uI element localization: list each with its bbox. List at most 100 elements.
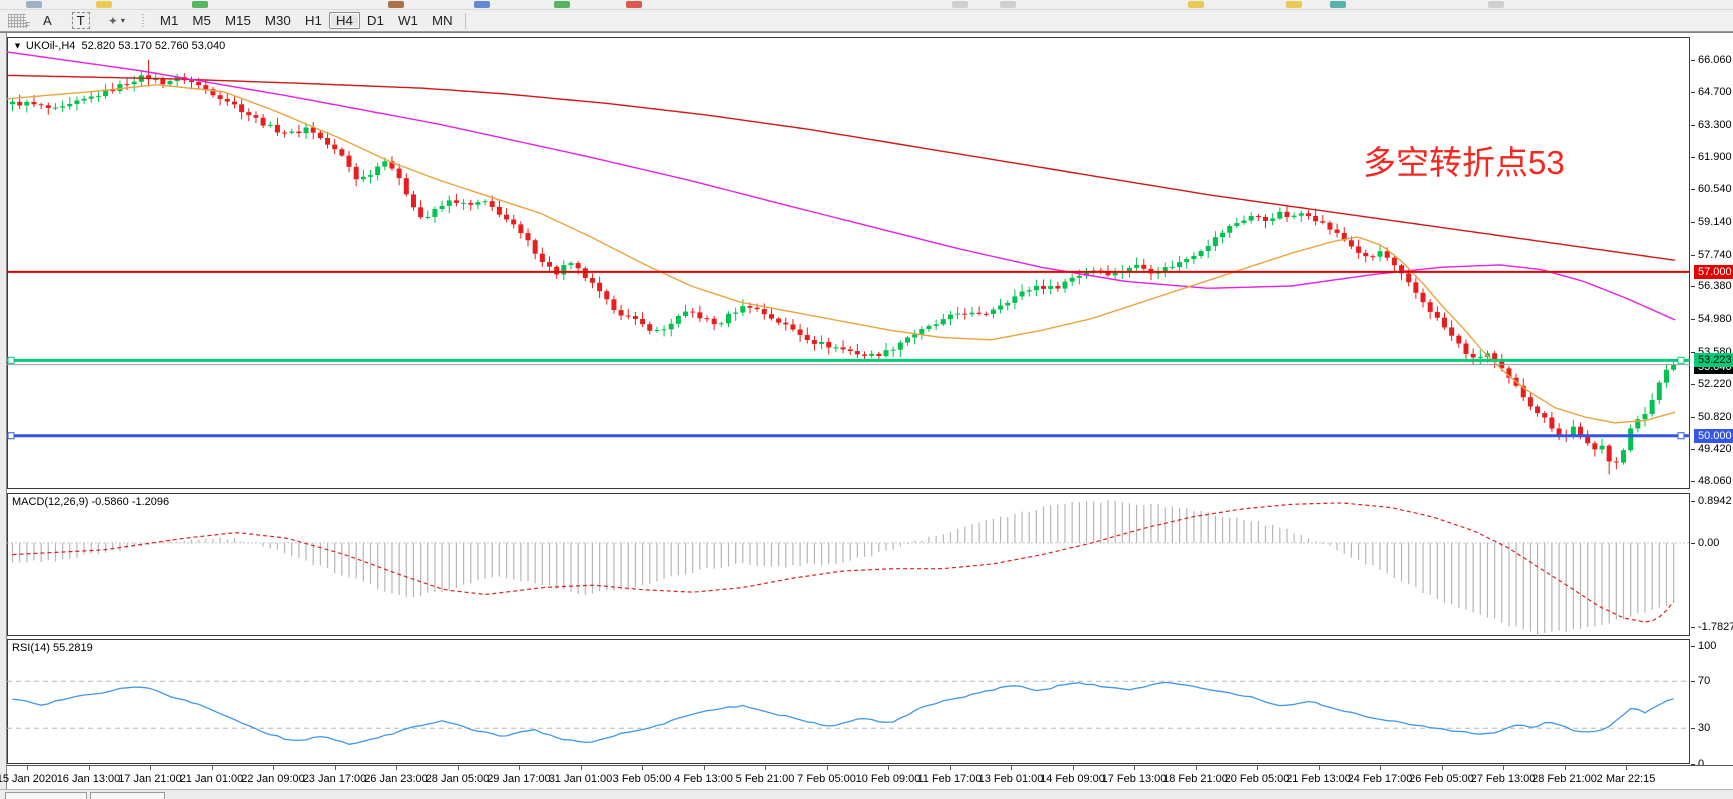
time-tick-label: 18 Feb 21:00 [1163, 773, 1228, 785]
toolbar-icon-cut[interactable] [96, 1, 112, 8]
timeframe-button-m15[interactable]: M15 [217, 12, 258, 29]
macd-tick [1691, 542, 1695, 544]
time-tick [211, 766, 213, 770]
price-tick [1691, 286, 1695, 288]
timeframe-button-mn[interactable]: MN [424, 12, 460, 29]
time-tick [519, 766, 520, 770]
crosshair-grid-icon[interactable]: F [8, 13, 30, 30]
toolbar-icon-cut[interactable] [554, 1, 570, 8]
price-tick-label: 64.700 [1698, 85, 1732, 98]
rsi-tick-label: 70 [1698, 675, 1711, 688]
toolbar-drag-handle[interactable] [141, 13, 147, 28]
arrows-shapes-icon: ✦ [107, 13, 118, 28]
bottom-tabs-cut [0, 789, 1733, 799]
price-tick [1691, 59, 1695, 61]
time-tick [1257, 766, 1258, 770]
price-tick [1691, 157, 1695, 159]
rsi-tick [1691, 763, 1695, 765]
timeframe-button-h1[interactable]: H1 [297, 12, 329, 29]
toolbar-icon-cut[interactable] [1000, 1, 1016, 8]
price-tick-label: 63.300 [1698, 118, 1732, 131]
time-tick-label: 4 Feb 13:00 [674, 773, 733, 785]
time-tick-label: 17 Feb 13:00 [1101, 773, 1167, 785]
toolbar-icon-cut[interactable] [474, 1, 490, 8]
ma-mid-magenta[interactable] [7, 51, 1676, 321]
timeframe-button-d1[interactable]: D1 [359, 12, 391, 29]
ma-fast-orange[interactable] [7, 83, 1676, 424]
rsi-label: RSI(14) 55.2819 [12, 642, 93, 654]
chart-tab-stub[interactable] [5, 792, 87, 799]
toolbar-icon-cut[interactable] [1330, 1, 1346, 8]
price-tick [1691, 481, 1695, 483]
rsi-plot-border [7, 639, 1690, 764]
time-tick-label: 31 Jan 01:00 [548, 773, 613, 785]
chart-window: ▼ UKOil-,H4 52.820 53.170 52.760 53.040 多… [0, 32, 1733, 799]
price-chart-canvas[interactable] [7, 37, 1690, 489]
rsi-tick [1691, 681, 1695, 683]
macd-pane[interactable]: MACD(12,26,9) -0.5860 -1.2096 0.8942 0.00… [7, 493, 1733, 636]
macd-tick [1691, 500, 1695, 502]
rsi-tick [1691, 728, 1695, 730]
price-tick-label: 60.540 [1698, 183, 1732, 196]
symbol-dropdown-icon[interactable]: ▼ [13, 41, 22, 51]
time-tick-label: 22 Jan 09:00 [241, 773, 305, 785]
price-tick [1691, 254, 1695, 256]
time-tick [1318, 766, 1320, 770]
rsi-tick [1691, 646, 1695, 648]
price-tick-label: 61.900 [1698, 151, 1732, 164]
text-tool-button[interactable]: T [64, 12, 97, 29]
chart-tab-stub[interactable] [90, 792, 165, 799]
price-tick [1691, 91, 1695, 93]
macd-axis: 0.8942 0.00 -1.7827 [1691, 493, 1733, 636]
rsi-pane[interactable]: RSI(14) 55.2819 100 70 30 0 [7, 639, 1733, 770]
price-tick [1691, 319, 1695, 321]
main-chart-pane[interactable]: ▼ UKOil-,H4 52.820 53.170 52.760 53.040 多… [7, 37, 1733, 489]
main-plot-border [7, 37, 1690, 489]
price-tick-label: 49.420 [1698, 443, 1732, 456]
price-tick [1691, 383, 1695, 385]
toolbar-icon-cut[interactable] [626, 1, 642, 8]
toolbar-icon-cut[interactable] [1488, 1, 1504, 8]
time-tick [1072, 766, 1074, 770]
toolbar-icon-cut[interactable] [1286, 1, 1302, 8]
price-tick-label: 52.220 [1698, 377, 1732, 390]
time-tick-label: 16 Jan 13:00 [56, 773, 121, 785]
price-tick [1691, 221, 1695, 223]
time-tick [396, 766, 397, 770]
toolbar-icon-cut[interactable] [952, 1, 968, 8]
toolbar-icon-cut[interactable] [1188, 1, 1204, 8]
price-tick [1691, 124, 1695, 126]
rsi-tick-label: 30 [1698, 722, 1711, 735]
toolbar-row-cut [0, 0, 1733, 10]
macd-tick-label: 0.8942 [1698, 494, 1732, 507]
time-tick-label: 23 Jan 17:00 [302, 773, 367, 785]
time-tick-label: 20 Feb 05:00 [1224, 773, 1290, 785]
timeframe-button-m1[interactable]: M1 [152, 12, 186, 29]
time-tick-label: 14 Feb 09:00 [1040, 773, 1105, 785]
rsi-tick-label: 0 [1698, 757, 1705, 770]
macd-canvas[interactable] [7, 493, 1690, 636]
shapes-tool-button[interactable]: ✦ ▾ [100, 12, 132, 29]
time-tick [1011, 766, 1012, 770]
timeframe-button-h4[interactable]: H4 [328, 12, 360, 29]
timeframe-button-w1[interactable]: W1 [390, 12, 425, 29]
time-tick [457, 766, 459, 770]
rsi-canvas[interactable] [7, 639, 1690, 764]
toolbar-icon-cut[interactable] [192, 1, 208, 8]
time-tick-label: 15 Jan 2020 [0, 773, 58, 785]
toolbar-icon-cut[interactable] [388, 1, 404, 8]
price-tick-label: 66.060 [1698, 53, 1732, 66]
time-tick-label: 13 Feb 01:00 [978, 773, 1044, 785]
price-tick-label: 57.740 [1698, 248, 1732, 261]
text-label-tool-button[interactable]: A [36, 12, 59, 29]
time-tick [1626, 766, 1627, 770]
toolbar-icon-cut[interactable] [26, 1, 42, 8]
timeframe-button-m30[interactable]: M30 [257, 12, 298, 29]
timeframe-button-m5[interactable]: M5 [185, 12, 218, 29]
time-tick-label: 29 Jan 17:00 [487, 773, 551, 785]
ma-slow-red[interactable] [7, 74, 1676, 261]
price-tick-label: 48.060 [1698, 475, 1732, 488]
time-tick [273, 766, 274, 770]
time-tick [1564, 766, 1566, 770]
